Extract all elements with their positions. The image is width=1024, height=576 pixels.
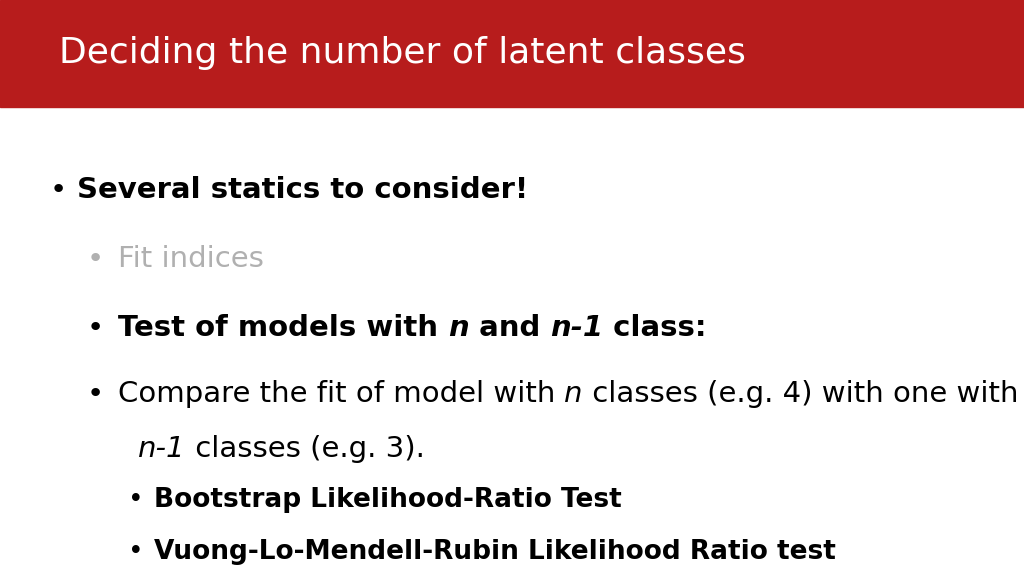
Text: n-1: n-1 bbox=[550, 314, 603, 342]
Text: •: • bbox=[128, 539, 143, 564]
Text: •: • bbox=[128, 487, 143, 513]
Text: Compare the fit of model with: Compare the fit of model with bbox=[118, 380, 564, 408]
Bar bbox=[0, 0, 1024, 107]
Text: classes (e.g. 3).: classes (e.g. 3). bbox=[185, 435, 425, 463]
Text: •: • bbox=[87, 314, 104, 342]
Text: Fit indices: Fit indices bbox=[118, 245, 263, 273]
Text: Several statics to consider!: Several statics to consider! bbox=[77, 176, 528, 204]
Text: Deciding the number of latent classes: Deciding the number of latent classes bbox=[59, 36, 746, 70]
Text: •: • bbox=[49, 176, 67, 204]
Text: •: • bbox=[87, 380, 104, 408]
Text: Bootstrap Likelihood-Ratio Test: Bootstrap Likelihood-Ratio Test bbox=[154, 487, 622, 513]
Text: n-1: n-1 bbox=[138, 435, 185, 463]
Text: and: and bbox=[469, 314, 550, 342]
Text: Vuong-Lo-Mendell-Rubin Likelihood Ratio test: Vuong-Lo-Mendell-Rubin Likelihood Ratio … bbox=[154, 539, 836, 564]
Text: n: n bbox=[447, 314, 469, 342]
Text: n: n bbox=[564, 380, 583, 408]
Text: classes (e.g. 4) with one with: classes (e.g. 4) with one with bbox=[583, 380, 1019, 408]
Text: •: • bbox=[87, 245, 104, 273]
Text: class:: class: bbox=[603, 314, 707, 342]
Text: Test of models with: Test of models with bbox=[118, 314, 447, 342]
